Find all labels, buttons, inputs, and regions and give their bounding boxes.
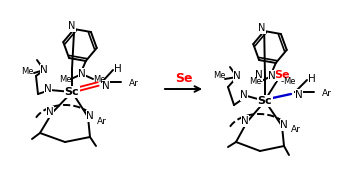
Text: H: H [308,74,316,84]
Text: Me: Me [249,77,261,87]
Text: N: N [68,21,76,31]
Text: N: N [46,107,54,117]
Text: Ar: Ar [322,90,332,98]
Text: Me: Me [59,75,71,84]
Text: Ar: Ar [291,125,301,135]
Text: Ar: Ar [129,80,139,88]
Text: H: H [114,64,122,74]
Text: Se: Se [274,70,290,80]
Text: N: N [280,120,288,130]
Text: Ar: Ar [97,116,107,125]
Text: Me: Me [283,77,295,87]
Text: N: N [44,84,52,94]
Text: N: N [86,111,94,121]
Text: N: N [78,69,86,79]
Text: Me: Me [93,75,105,84]
Text: N: N [258,23,266,33]
Text: N: N [40,65,48,75]
Text: N: N [102,81,110,91]
Text: N: N [255,70,263,80]
Text: Se: Se [175,71,192,84]
Text: Sc: Sc [258,96,272,106]
Text: N: N [268,71,276,81]
Text: N: N [240,90,248,100]
Text: Me: Me [21,67,33,75]
Text: N: N [233,71,241,81]
Text: N: N [295,90,303,100]
Text: Me: Me [213,70,225,80]
Text: N: N [241,116,249,126]
Text: Sc: Sc [65,87,79,97]
